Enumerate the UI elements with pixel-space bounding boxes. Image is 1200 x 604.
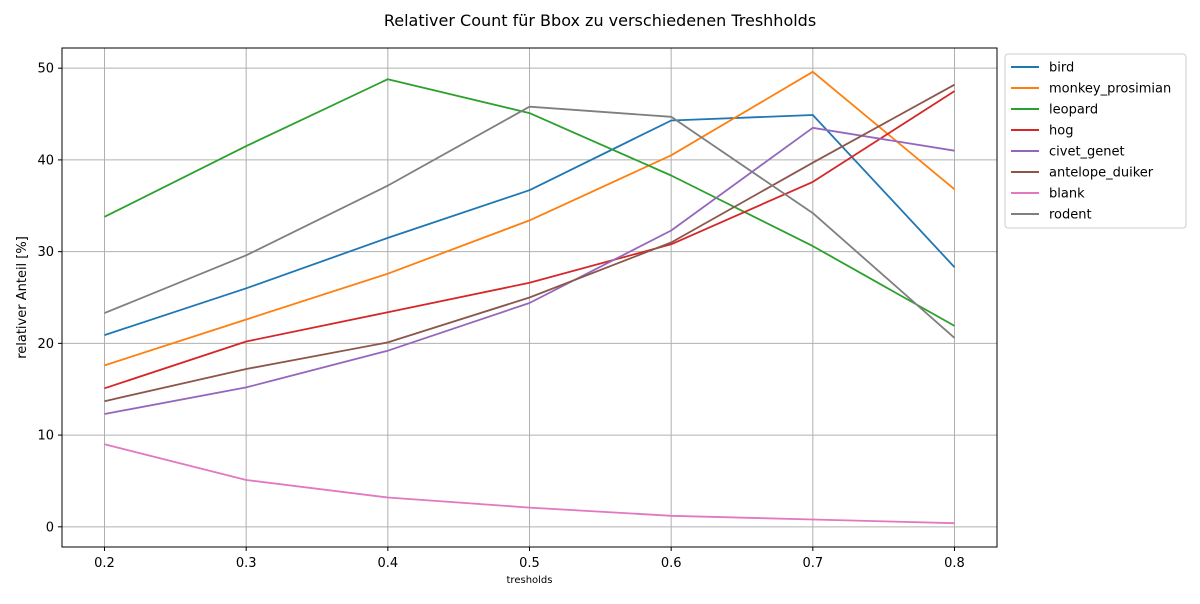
x-tick-label: 0.4 [377,556,398,571]
y-tick-label: 40 [37,153,54,168]
y-tick-label: 30 [37,245,54,260]
y-tick-label: 0 [46,520,54,535]
series-line-leopard [104,78,955,327]
legend-label-monkey-prosimian: monkey_prosimian [1049,82,1171,97]
legend-label-bird: bird [1049,61,1074,76]
y-tick-label: 50 [37,62,54,77]
legend-label-hog: hog [1049,124,1073,139]
chart-title: Relativer Count für Bbox zu verschiedene… [384,11,816,30]
legend-label-blank: blank [1049,187,1085,202]
series-line-blank [104,443,955,525]
y-tick-label: 20 [37,337,54,352]
x-tick-label: 0.2 [94,556,115,571]
series-line-antelope-duiker [104,83,955,403]
y-axis-ticks: 0 10 20 30 40 50 [37,62,62,535]
series-line-civet-genet [104,126,955,415]
x-tick-label: 0.8 [944,556,965,571]
x-tick-label: 0.6 [661,556,682,571]
x-tick-label: 0.7 [802,556,823,571]
legend-label-antelope-duiker: antelope_duiker [1049,166,1154,181]
x-axis-label: tresholds [507,575,553,586]
series-line-rodent [104,105,956,339]
series-line-monkey-prosimian [104,70,956,367]
legend-label-leopard: leopard [1049,103,1098,118]
series-line-hog [104,90,955,390]
y-tick-label: 10 [37,429,54,444]
x-axis-ticks: 0.2 0.3 0.4 0.5 0.6 0.7 0.8 [94,547,965,571]
legend-box [1004,53,1187,229]
legend-label-civet-genet: civet_genet [1049,145,1125,160]
legend-label-rodent: rodent [1049,208,1092,223]
series-line-bird [104,114,956,336]
series-lines [104,70,956,525]
y-axis-label: relativer Anteil [%] [15,236,30,359]
x-tick-label: 0.5 [519,556,540,571]
x-tick-label: 0.3 [236,556,257,571]
